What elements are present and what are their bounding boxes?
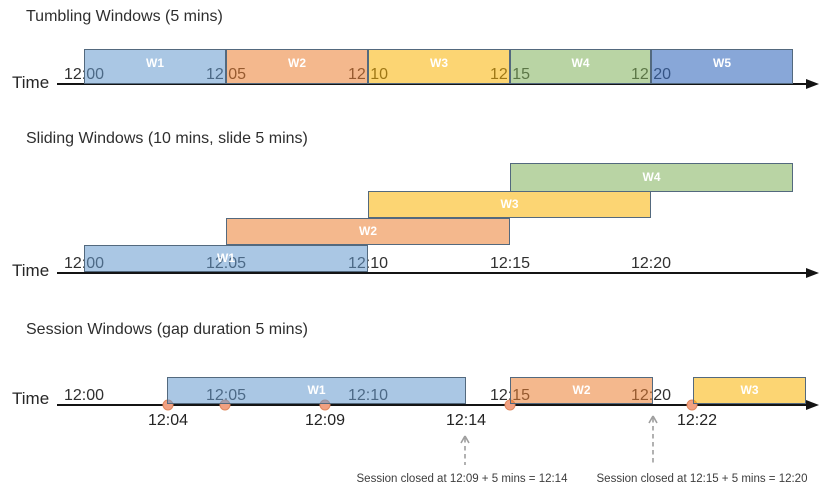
section-title: Tumbling Windows (5 mins)	[26, 8, 223, 25]
window-box-w2: W2	[510, 377, 653, 404]
window-label: W1	[217, 250, 235, 265]
dashed-callout-arrow	[460, 435, 470, 465]
window-label: W3	[500, 196, 519, 211]
window-label: W4	[571, 56, 590, 70]
time-axis-label: Time	[12, 261, 50, 280]
window-box-w2: W2	[226, 218, 510, 245]
event-time-label: 12:14	[445, 412, 487, 429]
window-box-w3: W3	[368, 49, 510, 84]
window-box-w5: W5	[651, 49, 793, 84]
window-box-w3: W3	[368, 191, 651, 218]
time-axis-label: Time	[12, 73, 50, 92]
event-dot	[686, 399, 698, 411]
window-box-w1: W1	[167, 377, 466, 404]
session-closed-annotation: Session closed at 12:15 + 5 mins = 12:20	[596, 473, 808, 485]
window-label: W2	[288, 56, 306, 70]
event-time-label: 12:09	[304, 412, 346, 429]
window-label: W2	[359, 223, 377, 238]
window-box-w1: W1	[84, 245, 368, 272]
timeline	[57, 404, 808, 406]
dashed-callout-arrow	[648, 415, 658, 465]
window-label: W2	[572, 382, 591, 397]
window-box-w4: W4	[510, 49, 651, 84]
timeline	[57, 83, 808, 85]
window-label: W4	[642, 169, 661, 184]
tick-label: 12:00	[63, 387, 105, 404]
window-label: W1	[146, 56, 164, 70]
timeline-arrowhead	[806, 268, 819, 278]
window-box-w1: W1	[84, 49, 226, 84]
tick-label: 12:15	[489, 255, 531, 272]
timeline-arrowhead	[806, 400, 819, 410]
window-label: W3	[430, 56, 448, 70]
window-label: W1	[307, 382, 326, 397]
window-box-w4: W4	[510, 163, 793, 192]
section-title: Sliding Windows (10 mins, slide 5 mins)	[26, 130, 308, 147]
window-box-w3: W3	[693, 377, 806, 404]
time-axis-label: Time	[12, 389, 50, 408]
timeline	[57, 272, 808, 274]
window-label: W3	[740, 382, 759, 397]
timeline-arrowhead	[806, 79, 819, 89]
session-closed-annotation: Session closed at 12:09 + 5 mins = 12:14	[356, 473, 568, 485]
event-time-label: 12:04	[147, 412, 189, 429]
window-label: W5	[713, 56, 731, 70]
window-box-w2: W2	[226, 49, 368, 84]
event-time-label: 12:22	[676, 412, 718, 429]
section-title: Session Windows (gap duration 5 mins)	[26, 321, 308, 338]
tick-label: 12:20	[630, 255, 672, 272]
